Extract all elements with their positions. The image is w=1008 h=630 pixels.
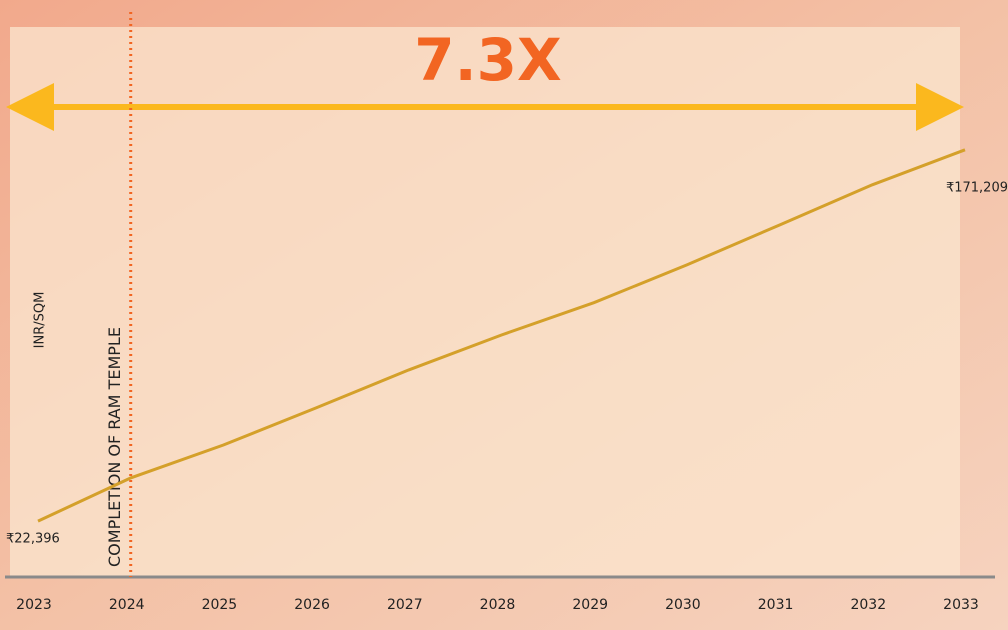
- x-tick-label: 2030: [665, 597, 701, 613]
- x-tick-label: 2027: [387, 597, 423, 613]
- event-label: COMPLETION OF RAM TEMPLE: [105, 327, 124, 567]
- page: 7.3X INR/SQM 2023 2024 2025 2026 2027 2028 202…: [0, 0, 1008, 630]
- value-label: ₹22,396: [6, 532, 60, 547]
- x-tick-label: 2023: [16, 597, 52, 613]
- x-tick-label: 2026: [294, 597, 330, 613]
- x-tick-label: 2031: [758, 597, 794, 613]
- x-tick-label: 2032: [850, 597, 886, 613]
- x-tick-label: 2028: [480, 597, 516, 613]
- x-tick-label: 2029: [572, 597, 608, 613]
- headline: 7.3X: [414, 26, 561, 94]
- chart: 7.3X INR/SQM 2023 2024 2025 2026 2027 2028 202…: [0, 0, 1008, 630]
- value-label: ₹171,209: [946, 180, 1008, 195]
- y-axis-label: INR/SQM: [33, 292, 48, 349]
- x-tick-label: 2033: [943, 597, 979, 613]
- x-tick-label: 2025: [202, 597, 238, 613]
- x-tick-label: 2024: [109, 597, 145, 613]
